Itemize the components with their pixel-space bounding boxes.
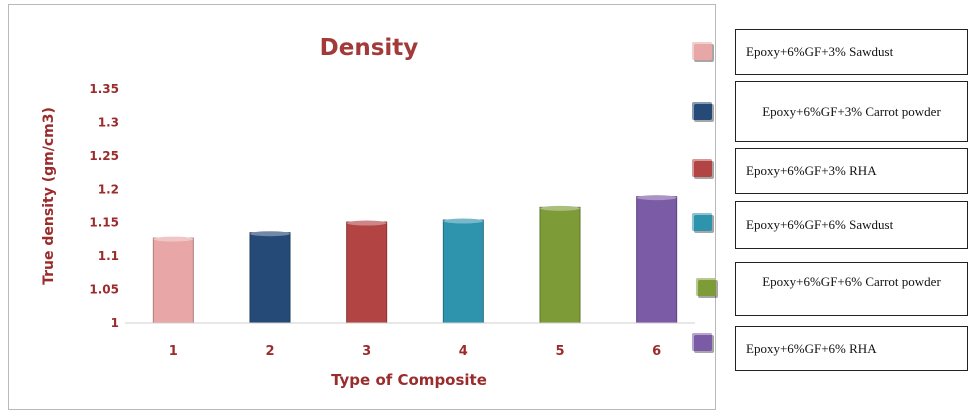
y-tick-label: 1.3	[98, 115, 119, 129]
legend-entry: Epoxy+6%GF+3% Carrot powder	[735, 81, 968, 142]
legend-entry: Epoxy+6%GF+6% Sawdust	[735, 201, 968, 249]
legend-entry: Epoxy+6%GF+3% Sawdust	[735, 29, 968, 75]
bar-2	[249, 232, 291, 324]
chart-frame: Density 1 1.05 1.1 1.15 1.2 1.25 1.3 1.35 True de…	[8, 4, 716, 410]
legend-swatch	[692, 333, 712, 351]
legend-label: Epoxy+6%GF+6% RHA	[746, 340, 877, 356]
legend-label: Epoxy+6%GF+3% RHA	[746, 163, 877, 178]
bar-3	[346, 221, 388, 324]
x-tick-label: 4	[459, 344, 468, 359]
y-tick-label: 1.2	[98, 182, 119, 196]
bar-top-3	[346, 220, 387, 226]
y-tick-label: 1.25	[89, 149, 119, 163]
chart-title: Density	[320, 35, 419, 61]
legend-swatch	[692, 42, 712, 60]
y-tick-label: 1.15	[89, 216, 119, 230]
y-tick-label: 1.35	[89, 82, 119, 96]
x-tick-label: 3	[362, 344, 371, 359]
legend-entry: Epoxy+6%GF+3% RHA	[735, 148, 968, 194]
density-chart: Density 1 1.05 1.1 1.15 1.2 1.25 1.3 1.35 True de…	[41, 35, 695, 389]
legend-label: Epoxy+6%GF+3% Sawdust	[746, 44, 894, 59]
bar-top-2	[250, 231, 290, 237]
y-tick-label: 1.05	[89, 283, 119, 297]
bar-top-4	[443, 218, 484, 224]
legend-label: Epoxy+6%GF+6% Sawdust	[746, 217, 894, 232]
y-tick-label: 1.1	[98, 249, 119, 263]
bar-top-1	[153, 236, 194, 242]
legend-swatch	[692, 159, 712, 177]
x-tick-label: 6	[652, 344, 661, 359]
legend-swatch	[692, 102, 712, 120]
bar-1	[152, 237, 194, 324]
bar-6	[636, 196, 678, 324]
bar-top-6	[636, 195, 677, 201]
legend-swatch	[696, 278, 716, 296]
x-tick-label: 2	[265, 344, 274, 359]
x-axis-label: Type of Composite	[331, 371, 487, 389]
y-axis-label: True density (gm/cm3)	[41, 107, 57, 285]
bar-4	[442, 219, 484, 324]
legend-label: Epoxy+6%GF+3% Carrot powder	[762, 104, 941, 119]
bar-top-5	[540, 205, 580, 211]
y-tick-label: 1	[111, 316, 119, 330]
legend-label: Epoxy+6%GF+6% Carrot powder	[762, 274, 941, 289]
x-tick-label: 1	[169, 344, 178, 359]
bar-5	[539, 206, 581, 324]
x-tick-label: 5	[555, 344, 564, 359]
legend-entry: Epoxy+6%GF+6% Carrot powder	[735, 262, 968, 316]
legend-swatch	[692, 213, 712, 231]
legend-entry: Epoxy+6%GF+6% RHA	[735, 326, 968, 371]
